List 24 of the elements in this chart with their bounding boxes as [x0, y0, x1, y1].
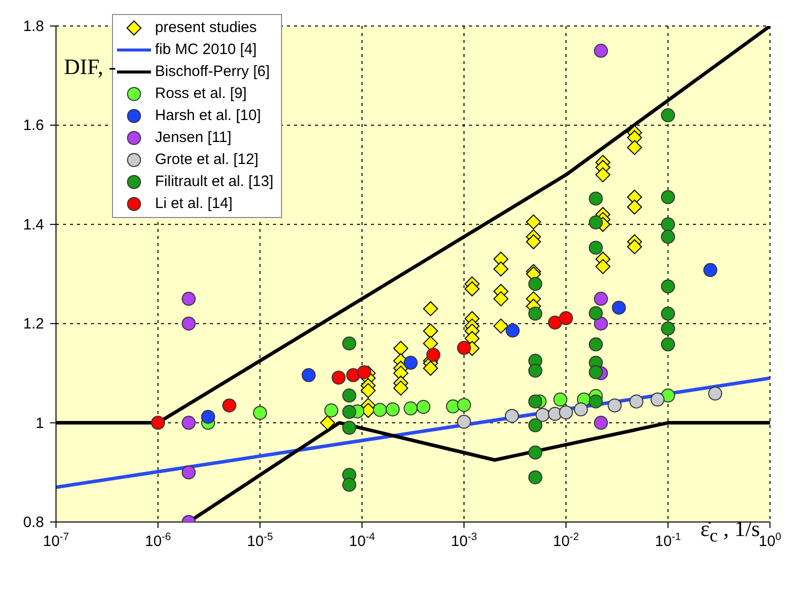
legend-label: Harsh et al. [10] — [155, 106, 261, 126]
legend-label: fib MC 2010 [4] — [155, 40, 257, 60]
legend-label: Grote et al. [12] — [155, 150, 258, 170]
x-tick-label: 10$^{-1}$ — [654, 531, 682, 550]
legend-label: Ross et al. [9] — [155, 84, 247, 104]
x-tick-label: 10$^{-5}$ — [246, 531, 274, 550]
y-tick-label: 1.4 — [23, 216, 44, 234]
legend-label: Bischoff-Perry [6] — [155, 62, 270, 82]
legend-label: present studies — [155, 18, 257, 38]
x-tick-label: 10$^{-4}$ — [348, 531, 376, 550]
x-tick-label: 10$^{-7}$ — [42, 531, 70, 550]
x-tick-label: 10$^{-6}$ — [144, 531, 172, 550]
annotation: DIF, - — [64, 54, 116, 80]
y-tick-label: 1 — [36, 414, 44, 432]
y-tick-label: 1.2 — [23, 316, 44, 333]
y-tick-label: 1.6 — [23, 117, 44, 134]
y-tick-label: 0.8 — [23, 514, 44, 531]
x-tick-label: 10$^{-2}$ — [552, 531, 580, 550]
y-tick-label: 1.8 — [23, 18, 44, 35]
legend-label: Jensen [11] — [155, 128, 232, 148]
legend-label: Filitrault et al. [13] — [155, 172, 274, 192]
x-tick-label: 10$^{0}$ — [758, 531, 782, 550]
x-tick-label: 10$^{-3}$ — [450, 531, 478, 550]
legend-label: Li et al. [14] — [155, 194, 233, 214]
